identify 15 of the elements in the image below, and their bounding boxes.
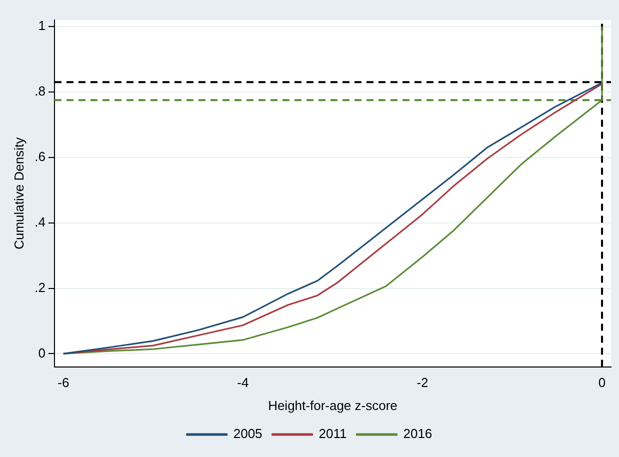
x-tick-label: 0 — [598, 375, 606, 390]
x-tick-label: -2 — [416, 375, 428, 390]
legend-label: 2005 — [233, 426, 262, 442]
y-tick-label: 1 — [38, 18, 46, 34]
y-tick-label: .2 — [34, 280, 46, 295]
x-tick-label: -4 — [237, 375, 249, 390]
y-tick-label: 0 — [38, 345, 46, 360]
y-tick-label: .8 — [34, 84, 46, 99]
x-axis-title: Height-for-age z-score — [268, 398, 398, 413]
x-tick-label: -6 — [58, 375, 70, 390]
y-tick-label: .6 — [34, 148, 46, 164]
y-tick-label: .4 — [34, 214, 46, 230]
legend-label: 2016 — [403, 426, 432, 442]
y-axis-title: Cumulative Density — [11, 136, 26, 250]
legend-label: 2011 — [318, 426, 347, 442]
